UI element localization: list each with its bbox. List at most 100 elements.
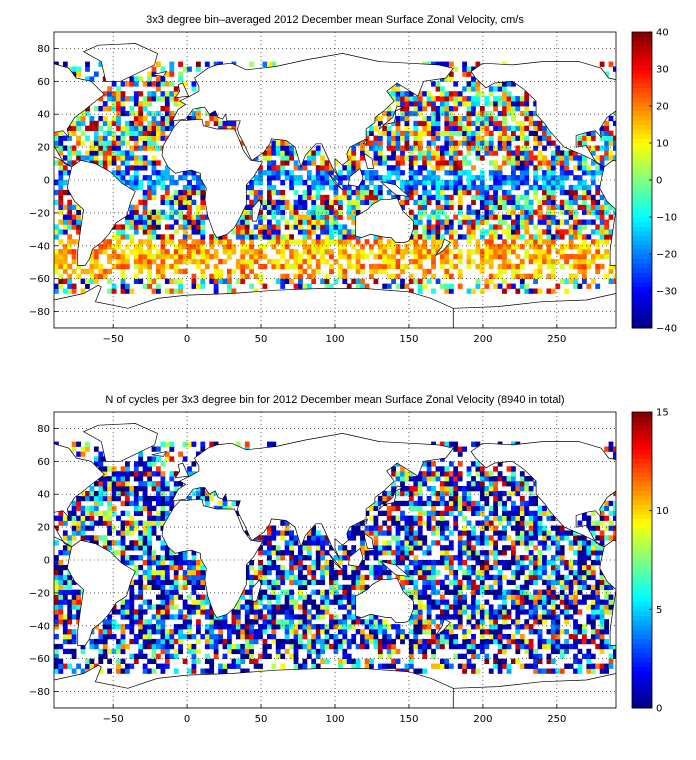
data-cell xyxy=(453,614,459,620)
data-cell xyxy=(298,643,303,650)
data-cell xyxy=(484,535,490,541)
data-cell xyxy=(267,219,272,225)
data-cell xyxy=(462,609,467,615)
data-cell xyxy=(262,604,268,610)
data-cell xyxy=(298,604,303,610)
data-cell xyxy=(93,461,99,467)
data-cell xyxy=(196,204,201,210)
data-cell xyxy=(453,589,459,595)
data-cell xyxy=(595,249,601,255)
data-cell xyxy=(293,249,299,255)
data-cell xyxy=(160,175,166,181)
data-cell xyxy=(67,604,73,610)
data-cell xyxy=(457,624,463,630)
data-cell xyxy=(502,244,507,250)
data-cell xyxy=(178,451,183,457)
data-cell xyxy=(590,135,596,141)
data-cell xyxy=(404,263,410,270)
data-cell xyxy=(395,555,401,561)
data-cell xyxy=(400,471,405,477)
data-cell xyxy=(235,258,241,265)
data-cell xyxy=(426,150,432,156)
data-cell xyxy=(542,184,547,191)
data-cell xyxy=(444,471,450,477)
data-cell xyxy=(444,638,450,645)
data-cell xyxy=(71,599,77,605)
data-cell xyxy=(147,189,152,196)
data-cell xyxy=(111,471,117,477)
data-cell xyxy=(306,219,312,225)
data-cell xyxy=(258,624,263,630)
data-cell xyxy=(164,189,170,196)
data-cell xyxy=(408,619,414,625)
data-cell xyxy=(377,244,383,250)
data-cell xyxy=(125,599,130,605)
colorbar-step xyxy=(632,143,652,149)
data-cell xyxy=(249,594,254,600)
data-cell xyxy=(488,209,494,215)
data-cell xyxy=(120,614,126,620)
data-cell xyxy=(213,268,219,275)
data-cell xyxy=(98,634,104,640)
data-cell xyxy=(67,150,73,156)
data-cell xyxy=(178,71,183,77)
x-tick-label: −50 xyxy=(103,334,124,345)
data-cell xyxy=(298,594,303,600)
data-cell xyxy=(200,268,206,275)
data-cells xyxy=(54,441,616,674)
data-cell xyxy=(373,614,379,620)
data-cell xyxy=(408,629,414,635)
data-cell xyxy=(395,135,401,141)
data-cell xyxy=(116,515,121,521)
data-cell xyxy=(546,170,552,176)
data-cell xyxy=(147,510,152,516)
data-cell xyxy=(386,106,392,112)
data-cell xyxy=(471,624,476,630)
data-cell xyxy=(147,569,152,576)
data-cell xyxy=(169,476,175,482)
data-cell xyxy=(169,653,175,659)
data-cell xyxy=(306,224,312,230)
data-cell xyxy=(400,560,405,566)
data-cell xyxy=(111,244,117,250)
data-cell xyxy=(298,175,303,181)
data-cell xyxy=(275,584,281,590)
data-cell xyxy=(377,155,383,161)
data-cell xyxy=(147,209,152,215)
data-cell xyxy=(275,209,281,215)
data-cell xyxy=(364,189,370,196)
data-cell xyxy=(524,288,530,294)
data-cell xyxy=(377,150,383,156)
data-cell xyxy=(138,574,144,581)
data-cell xyxy=(267,239,272,245)
data-cell xyxy=(54,643,59,650)
data-cell xyxy=(435,219,441,225)
data-cell xyxy=(533,209,538,215)
data-cell xyxy=(275,604,281,610)
data-cell xyxy=(457,234,463,240)
data-cell xyxy=(404,589,410,595)
data-cell xyxy=(604,155,609,161)
data-cell xyxy=(400,135,405,141)
data-cell xyxy=(169,224,175,230)
data-cell xyxy=(240,648,246,655)
data-cell xyxy=(271,579,277,585)
data-cell xyxy=(457,486,463,492)
data-cell xyxy=(417,604,423,610)
data-cell xyxy=(62,530,68,536)
data-cell xyxy=(373,170,379,176)
data-cell xyxy=(102,249,108,255)
data-cell xyxy=(284,594,290,600)
data-cell xyxy=(342,234,348,240)
data-cell xyxy=(275,643,281,650)
data-cell xyxy=(519,101,525,107)
data-cell xyxy=(164,589,170,595)
data-cell xyxy=(471,81,476,87)
data-cell xyxy=(453,486,459,492)
data-cell xyxy=(435,130,441,136)
data-cell xyxy=(147,481,152,487)
data-cell xyxy=(466,145,472,151)
data-cell xyxy=(125,155,130,161)
data-cell xyxy=(462,96,467,102)
data-cell xyxy=(258,263,263,270)
